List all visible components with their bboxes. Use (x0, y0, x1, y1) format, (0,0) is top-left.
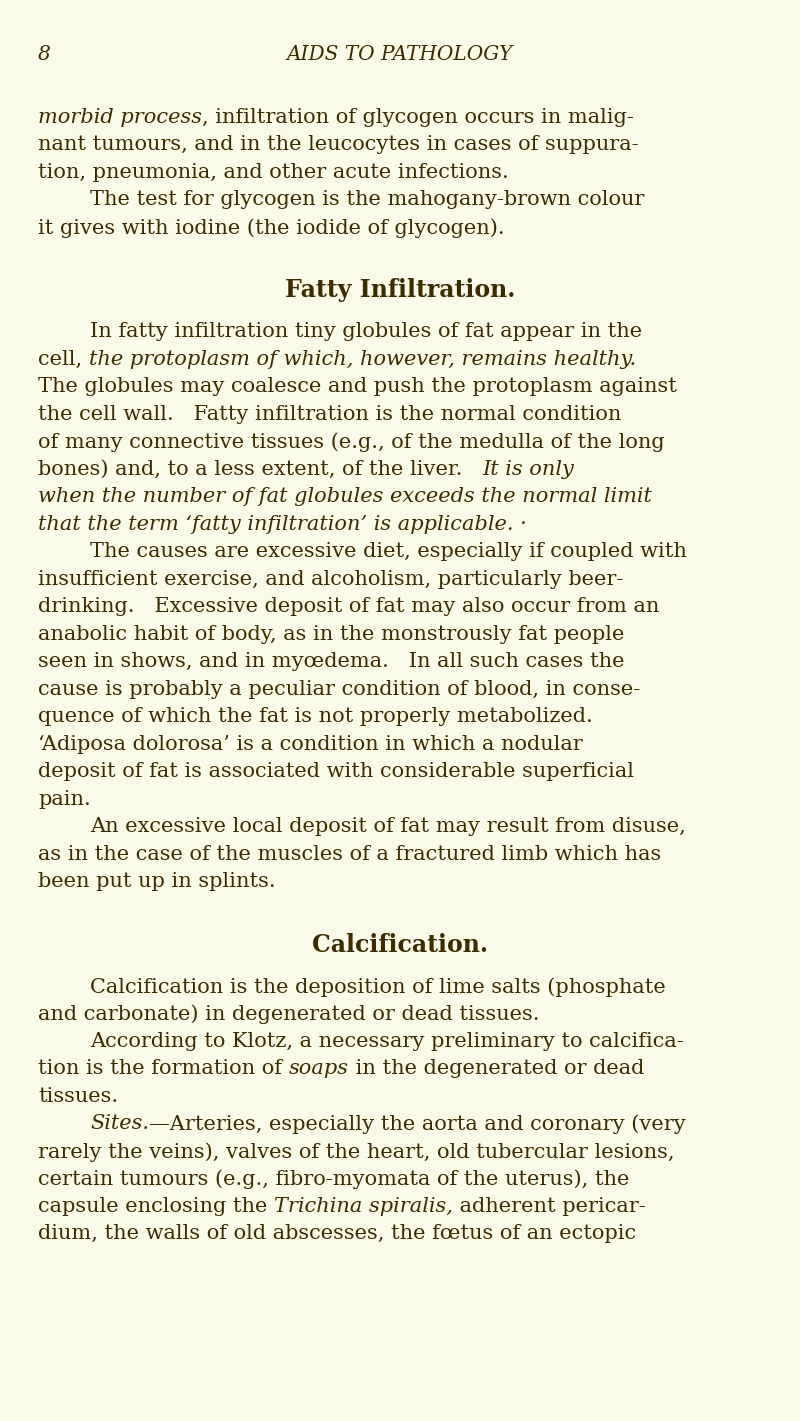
Text: cell,: cell, (38, 350, 89, 369)
Text: seen in shows, and in myœdema.   In all such cases the: seen in shows, and in myœdema. In all su… (38, 652, 625, 672)
Text: insufficient exercise, and alcoholism, particularly beer-: insufficient exercise, and alcoholism, p… (38, 570, 623, 588)
Text: dium, the walls of old abscesses, the fœtus of an ectopic: dium, the walls of old abscesses, the fœ… (38, 1225, 636, 1243)
Text: ‘Adiposa dolorosa’ is a condition in which a nodular: ‘Adiposa dolorosa’ is a condition in whi… (38, 735, 582, 755)
Text: certain tumours (e.g., fibro-myomata of the uterus), the: certain tumours (e.g., fibro-myomata of … (38, 1169, 630, 1189)
Text: pain.: pain. (38, 790, 90, 809)
Text: tissues.: tissues. (38, 1087, 118, 1106)
Text: adherent pericar-: adherent pericar- (453, 1196, 646, 1216)
Text: Calcification is the deposition of lime salts (phosphate: Calcification is the deposition of lime … (90, 978, 666, 996)
Text: drinking.   Excessive deposit of fat may also occur from an: drinking. Excessive deposit of fat may a… (38, 597, 659, 617)
Text: anabolic habit of body, as in the monstrously fat people: anabolic habit of body, as in the monstr… (38, 625, 624, 644)
Text: tion is the formation of: tion is the formation of (38, 1060, 289, 1079)
Text: Calcification.: Calcification. (312, 934, 488, 956)
Text: 8: 8 (38, 45, 50, 64)
Text: in the degenerated or dead: in the degenerated or dead (349, 1060, 644, 1079)
Text: soaps: soaps (289, 1060, 349, 1079)
Text: —Arteries, especially the aorta and coronary (very: —Arteries, especially the aorta and coro… (149, 1114, 686, 1134)
Text: when the number of fat globules exceeds the normal limit: when the number of fat globules exceeds … (38, 487, 652, 506)
Text: it gives with iodine (the iodide of glycogen).: it gives with iodine (the iodide of glyc… (38, 217, 505, 237)
Text: that the term ‘fatty infiltration’ is applicable. ·: that the term ‘fatty infiltration’ is ap… (38, 514, 526, 534)
Text: cause is probably a peculiar condition of blood, in conse-: cause is probably a peculiar condition o… (38, 681, 640, 699)
Text: tion, pneumonia, and other acute infections.: tion, pneumonia, and other acute infecti… (38, 163, 509, 182)
Text: The globules may coalesce and push the protoplasm against: The globules may coalesce and push the p… (38, 378, 677, 396)
Text: bones) and, to a less extent, of the liver.: bones) and, to a less extent, of the liv… (38, 460, 482, 479)
Text: deposit of fat is associated with considerable superficial: deposit of fat is associated with consid… (38, 763, 634, 782)
Text: been put up in splints.: been put up in splints. (38, 872, 276, 891)
Text: Sites.: Sites. (90, 1114, 149, 1134)
Text: , infiltration of glycogen occurs in malig-: , infiltration of glycogen occurs in mal… (202, 108, 634, 126)
Text: morbid process: morbid process (38, 108, 202, 126)
Text: Trichina spiralis,: Trichina spiralis, (274, 1196, 453, 1216)
Text: capsule enclosing the: capsule enclosing the (38, 1196, 274, 1216)
Text: The test for glycogen is the mahogany-brown colour: The test for glycogen is the mahogany-br… (90, 190, 644, 209)
Text: rarely the veins), valves of the heart, old tubercular lesions,: rarely the veins), valves of the heart, … (38, 1142, 674, 1162)
Text: the protoplasm of which, however, remains healthy.: the protoplasm of which, however, remain… (89, 350, 636, 369)
Text: According to Klotz, a necessary preliminary to calcifica-: According to Klotz, a necessary prelimin… (90, 1032, 684, 1052)
Text: It is only: It is only (482, 460, 574, 479)
Text: In fatty infiltration tiny globules of fat appear in the: In fatty infiltration tiny globules of f… (90, 323, 642, 341)
Text: and carbonate) in degenerated or dead tissues.: and carbonate) in degenerated or dead ti… (38, 1005, 539, 1025)
Text: nant tumours, and in the leucocytes in cases of suppura-: nant tumours, and in the leucocytes in c… (38, 135, 638, 155)
Text: the cell wall.   Fatty infiltration is the normal condition: the cell wall. Fatty infiltration is the… (38, 405, 622, 423)
Text: quence of which the fat is not properly metabolized.: quence of which the fat is not properly … (38, 708, 593, 726)
Text: AIDS TO PATHOLOGY: AIDS TO PATHOLOGY (287, 45, 513, 64)
Text: as in the case of the muscles of a fractured limb which has: as in the case of the muscles of a fract… (38, 845, 662, 864)
Text: An excessive local deposit of fat may result from disuse,: An excessive local deposit of fat may re… (90, 817, 686, 837)
Text: The causes are excessive diet, especially if coupled with: The causes are excessive diet, especiall… (90, 543, 687, 561)
Text: of many connective tissues (e.g., of the medulla of the long: of many connective tissues (e.g., of the… (38, 432, 665, 452)
Text: Fatty Infiltration.: Fatty Infiltration. (285, 279, 515, 303)
